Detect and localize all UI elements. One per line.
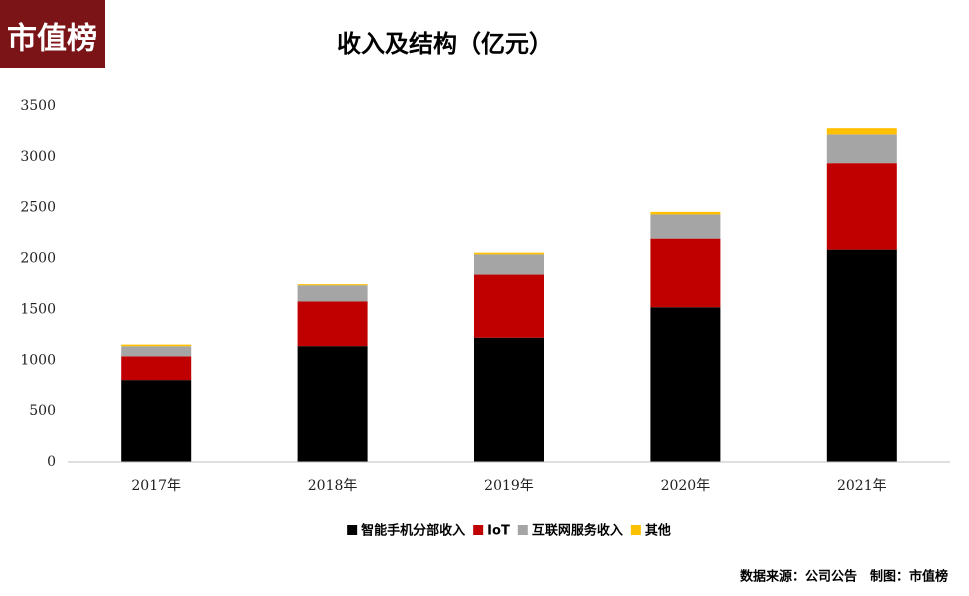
bar-segment xyxy=(826,163,897,250)
x-tick-label: 2019年 xyxy=(484,478,534,494)
bar-segment xyxy=(650,211,721,215)
bar-segment xyxy=(297,301,368,347)
legend-label: 其他 xyxy=(645,523,671,539)
y-tick-label: 2000 xyxy=(20,251,56,267)
legend-swatch xyxy=(630,525,641,535)
bar-segment xyxy=(826,249,897,462)
bar-segment xyxy=(121,356,192,381)
bar-segment xyxy=(474,254,544,275)
legend-swatch xyxy=(517,525,528,535)
y-tick-label: 0 xyxy=(47,454,56,470)
y-tick-label: 3000 xyxy=(20,149,56,165)
x-tick-label: 2017年 xyxy=(131,478,181,494)
bar-segment xyxy=(121,380,192,462)
bar-segment xyxy=(650,307,721,462)
bar-segment xyxy=(474,337,544,462)
legend-swatch xyxy=(347,525,358,535)
logo: 市值榜 xyxy=(7,22,97,57)
bar-segment xyxy=(297,284,368,286)
x-tick-label: 2021年 xyxy=(837,478,887,494)
bar-segment xyxy=(297,285,368,302)
y-tick-label: 1000 xyxy=(20,352,56,368)
bar-segment xyxy=(121,344,192,347)
y-tick-label: 1500 xyxy=(20,301,56,317)
y-tick-label: 3500 xyxy=(20,98,56,114)
y-tick-label: 500 xyxy=(29,403,56,419)
bar-segment xyxy=(297,346,368,462)
bar-segment xyxy=(826,128,897,135)
bar-segment xyxy=(650,238,721,308)
bar-segment xyxy=(121,346,192,357)
bar-segment xyxy=(474,252,544,255)
bar-segment xyxy=(826,134,897,164)
legend-label: IoT xyxy=(487,524,510,539)
logo-box xyxy=(0,0,105,68)
chart-title: 收入及结构（亿元） xyxy=(337,30,553,58)
legend-label: 互联网服务收入 xyxy=(532,523,623,539)
x-tick-label: 2020年 xyxy=(661,478,711,494)
legend-swatch xyxy=(473,525,484,535)
y-tick-label: 2500 xyxy=(20,200,56,216)
x-tick-label: 2018年 xyxy=(308,478,358,494)
bar-segment xyxy=(650,214,721,239)
bar-segment xyxy=(474,274,544,338)
legend-label: 智能手机分部收入 xyxy=(361,523,465,539)
source: 数据来源：公司公告 制图：市值榜 xyxy=(740,569,948,585)
